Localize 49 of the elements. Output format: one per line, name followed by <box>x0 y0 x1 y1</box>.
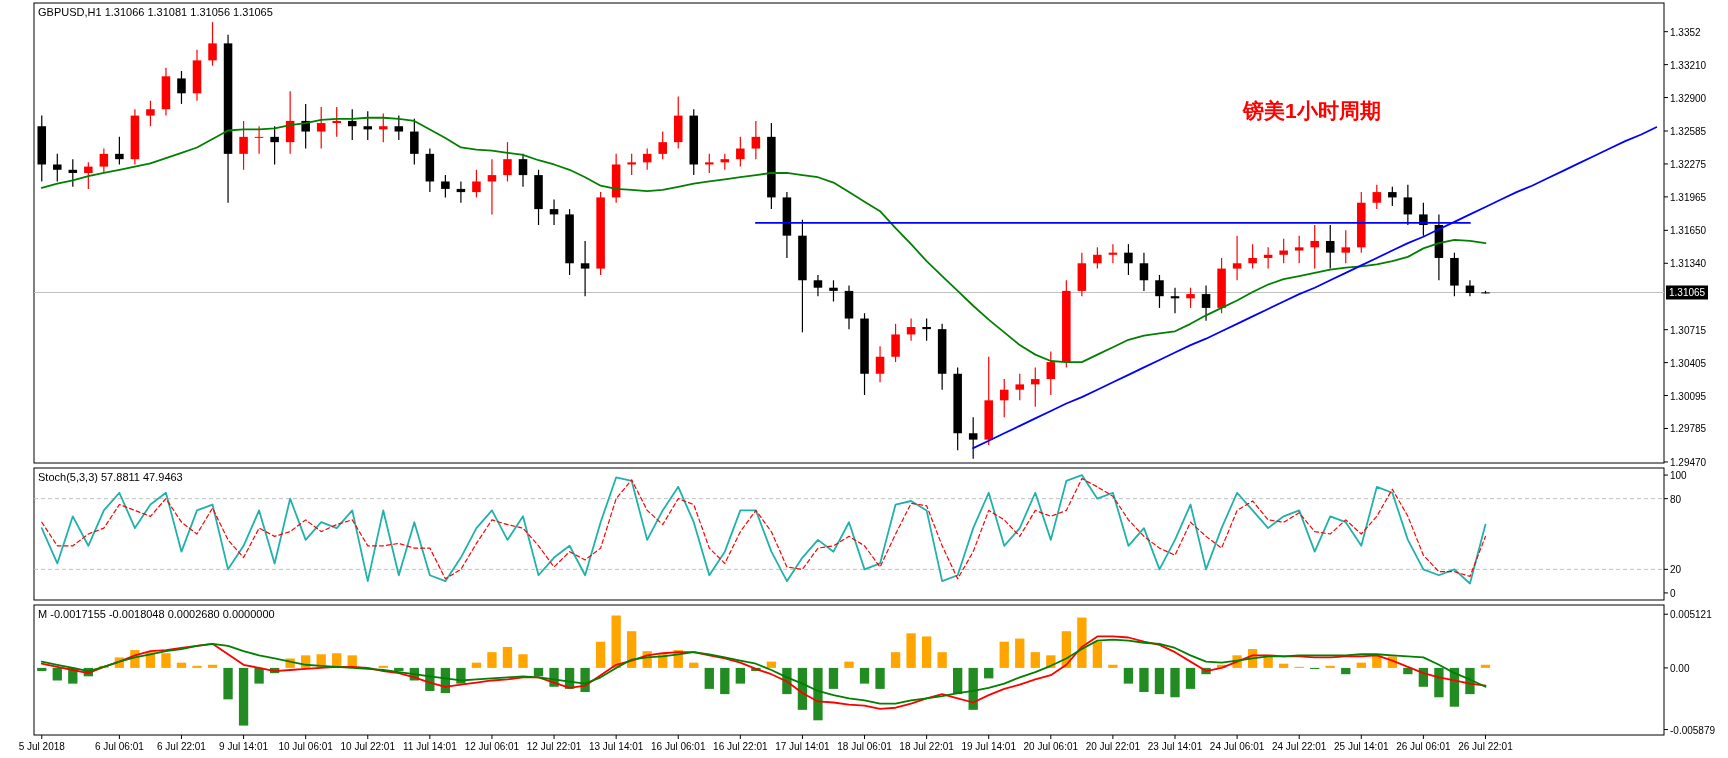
x-tick-label: 10 Jul 06:01 <box>278 741 334 752</box>
y-tick-label: 1.3352 <box>1670 26 1702 38</box>
x-tick-label: 20 Jul 06:01 <box>1023 741 1079 752</box>
x-tick-label: 24 Jul 22:01 <box>1271 741 1327 752</box>
x-tick-label: 20 Jul 22:01 <box>1085 741 1141 752</box>
x-tick-label: 18 Jul 06:01 <box>837 741 893 752</box>
y-tick-label: 1.31650 <box>1670 225 1707 237</box>
x-tick-label: 23 Jul 14:01 <box>1147 741 1203 752</box>
x-tick-label: 16 Jul 22:01 <box>713 741 769 752</box>
y-tick-label: 1.33210 <box>1670 59 1707 71</box>
x-tick-label: 12 Jul 06:01 <box>464 741 520 752</box>
x-tick-label: 24 Jul 06:01 <box>1209 741 1265 752</box>
y-tick-label: 1.29785 <box>1670 423 1707 435</box>
x-tick-label: 12 Jul 22:01 <box>526 741 582 752</box>
chart-title: Stoch(5,3,3) 57.8811 47.9463 <box>38 471 183 483</box>
x-tick-label: 19 Jul 14:01 <box>961 741 1017 752</box>
x-tick-label: 6 Jul 22:01 <box>157 741 207 752</box>
annotation: 镑美1小时周期 <box>1242 99 1381 122</box>
y-tick-label: 1.31965 <box>1670 191 1707 203</box>
y-tick-label: 1.30405 <box>1670 357 1707 369</box>
y-tick-label: 0 <box>1670 587 1676 599</box>
y-tick-label: 1.29470 <box>1670 456 1707 468</box>
y-tick-label: 1.32900 <box>1670 92 1707 104</box>
y-tick-label: 1.31340 <box>1670 258 1707 270</box>
y-tick-label: 0.00 <box>1670 662 1690 674</box>
x-tick-label: 5 Jul 2018 <box>18 741 66 752</box>
chart-title: GBPUSD,H1 1.31066 1.31081 1.31056 1.31065 <box>38 6 273 18</box>
chart-title: M -0.0017155 -0.0018048 0.0002680 0.0000000 <box>38 608 275 620</box>
x-tick-label: 13 Jul 14:01 <box>588 741 644 752</box>
x-tick-label: 9 Jul 14:01 <box>219 741 269 752</box>
x-tick-label: 25 Jul 14:01 <box>1334 741 1389 752</box>
y-tick-label: 1.30715 <box>1670 324 1707 336</box>
y-tick-label: 1.32585 <box>1670 126 1707 138</box>
y-tick-label: 20 <box>1670 564 1682 576</box>
y-tick-label: -0.005879 <box>1670 724 1716 736</box>
x-tick-label: 6 Jul 06:01 <box>94 741 145 752</box>
x-tick-label: 11 Jul 14:01 <box>402 741 458 752</box>
x-tick-label: 17 Jul 14:01 <box>775 741 831 752</box>
y-tick-label: 80 <box>1670 493 1682 505</box>
x-tick-label: 26 Jul 22:01 <box>1458 741 1514 752</box>
y-tick-label: 100 <box>1670 470 1688 482</box>
y-tick-label: 0.005121 <box>1670 609 1713 621</box>
ref-line-label: 1.31065 <box>1669 287 1706 299</box>
x-tick-label: 16 Jul 06:01 <box>650 741 706 752</box>
x-tick-label: 18 Jul 22:01 <box>899 741 955 752</box>
x-tick-label: 26 Jul 06:01 <box>1396 741 1452 752</box>
x-tick-label: 10 Jul 22:01 <box>340 741 396 752</box>
y-tick-label: 1.30095 <box>1670 390 1707 402</box>
y-tick-label: 1.32275 <box>1670 158 1707 170</box>
